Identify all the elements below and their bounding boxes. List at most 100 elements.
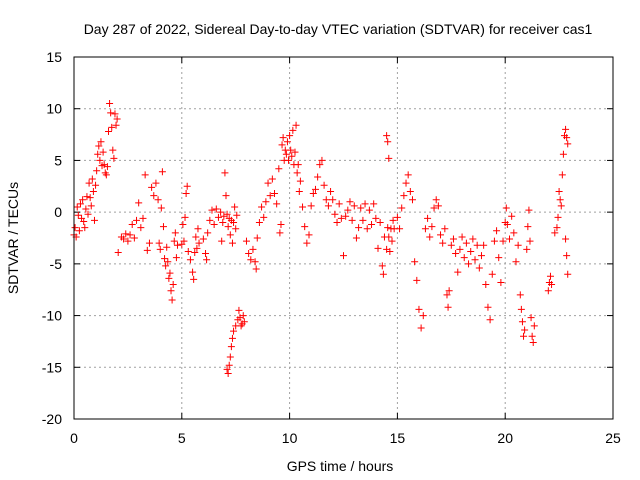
data-point	[512, 258, 520, 266]
data-point	[301, 223, 309, 231]
grid-lines	[74, 57, 613, 419]
data-point	[130, 234, 138, 242]
data-point	[275, 165, 283, 173]
data-point	[544, 287, 552, 295]
data-point	[458, 233, 466, 241]
data-point	[157, 204, 165, 212]
data-point	[294, 161, 302, 169]
x-tick-label: 0	[70, 430, 78, 446]
data-point	[279, 134, 287, 142]
data-point	[223, 210, 231, 218]
data-point	[443, 291, 451, 299]
data-point	[210, 221, 218, 229]
data-point	[454, 268, 462, 276]
data-point	[161, 255, 169, 263]
data-point	[562, 235, 570, 243]
data-points	[70, 100, 572, 377]
data-point	[288, 152, 296, 160]
data-point	[277, 221, 285, 229]
data-point	[106, 100, 114, 108]
data-point	[258, 203, 266, 211]
data-point	[444, 303, 452, 311]
data-point	[424, 214, 432, 222]
data-point	[563, 252, 571, 260]
data-point	[156, 245, 164, 253]
data-point	[93, 167, 101, 175]
data-point	[145, 239, 153, 247]
data-point	[97, 138, 105, 146]
data-point	[283, 138, 291, 146]
x-tick-label: 5	[178, 430, 186, 446]
data-point	[467, 247, 475, 255]
data-point	[529, 338, 537, 346]
data-point	[372, 214, 380, 222]
data-point	[493, 227, 501, 235]
data-point	[432, 196, 440, 204]
data-point	[191, 248, 199, 256]
data-point	[340, 252, 347, 260]
data-point	[242, 237, 250, 245]
data-point	[162, 262, 170, 270]
data-point	[152, 179, 160, 187]
data-point	[114, 248, 122, 256]
data-point	[490, 237, 498, 245]
data-point	[166, 269, 174, 277]
data-point	[181, 213, 189, 221]
data-point	[437, 231, 445, 239]
data-point	[102, 171, 110, 179]
data-point	[226, 353, 234, 361]
data-point	[171, 229, 179, 237]
data-point	[208, 206, 216, 214]
data-point	[404, 171, 412, 179]
data-point	[110, 154, 118, 162]
data-point	[389, 216, 397, 224]
data-point	[266, 192, 274, 200]
data-point	[204, 229, 212, 237]
data-point	[190, 275, 198, 283]
data-point	[426, 233, 434, 241]
data-point	[314, 173, 322, 181]
data-point	[502, 204, 510, 212]
data-point	[558, 171, 566, 179]
data-point	[226, 231, 234, 239]
data-point	[287, 146, 295, 154]
data-point	[295, 187, 303, 195]
data-point	[126, 231, 134, 239]
data-point	[303, 239, 311, 247]
data-point	[555, 187, 563, 195]
data-point	[113, 115, 121, 123]
x-tick-label: 15	[390, 430, 406, 446]
data-point	[222, 192, 230, 200]
data-point	[173, 241, 181, 249]
data-point	[521, 326, 529, 334]
data-point	[441, 225, 449, 233]
data-point	[154, 196, 162, 204]
data-point	[143, 246, 151, 254]
data-point	[214, 213, 222, 221]
data-point	[96, 156, 104, 164]
data-point	[218, 237, 226, 245]
y-tick-label: 15	[46, 49, 62, 65]
data-point	[88, 175, 96, 183]
data-point	[83, 193, 91, 201]
data-point	[285, 156, 293, 164]
data-point	[413, 276, 421, 284]
data-point	[408, 196, 416, 204]
data-point	[359, 216, 367, 224]
data-point	[225, 361, 233, 369]
data-point	[342, 212, 350, 220]
data-point	[523, 245, 531, 253]
data-point	[419, 312, 427, 320]
data-point	[554, 213, 562, 221]
data-point	[465, 260, 473, 268]
data-point	[514, 241, 522, 249]
data-point	[278, 141, 286, 149]
data-point	[324, 202, 332, 210]
data-point	[167, 287, 175, 295]
data-point	[471, 256, 479, 264]
data-point	[388, 237, 396, 245]
data-point	[383, 132, 391, 140]
data-point	[398, 204, 406, 212]
data-point	[318, 156, 326, 164]
data-point	[184, 247, 192, 255]
